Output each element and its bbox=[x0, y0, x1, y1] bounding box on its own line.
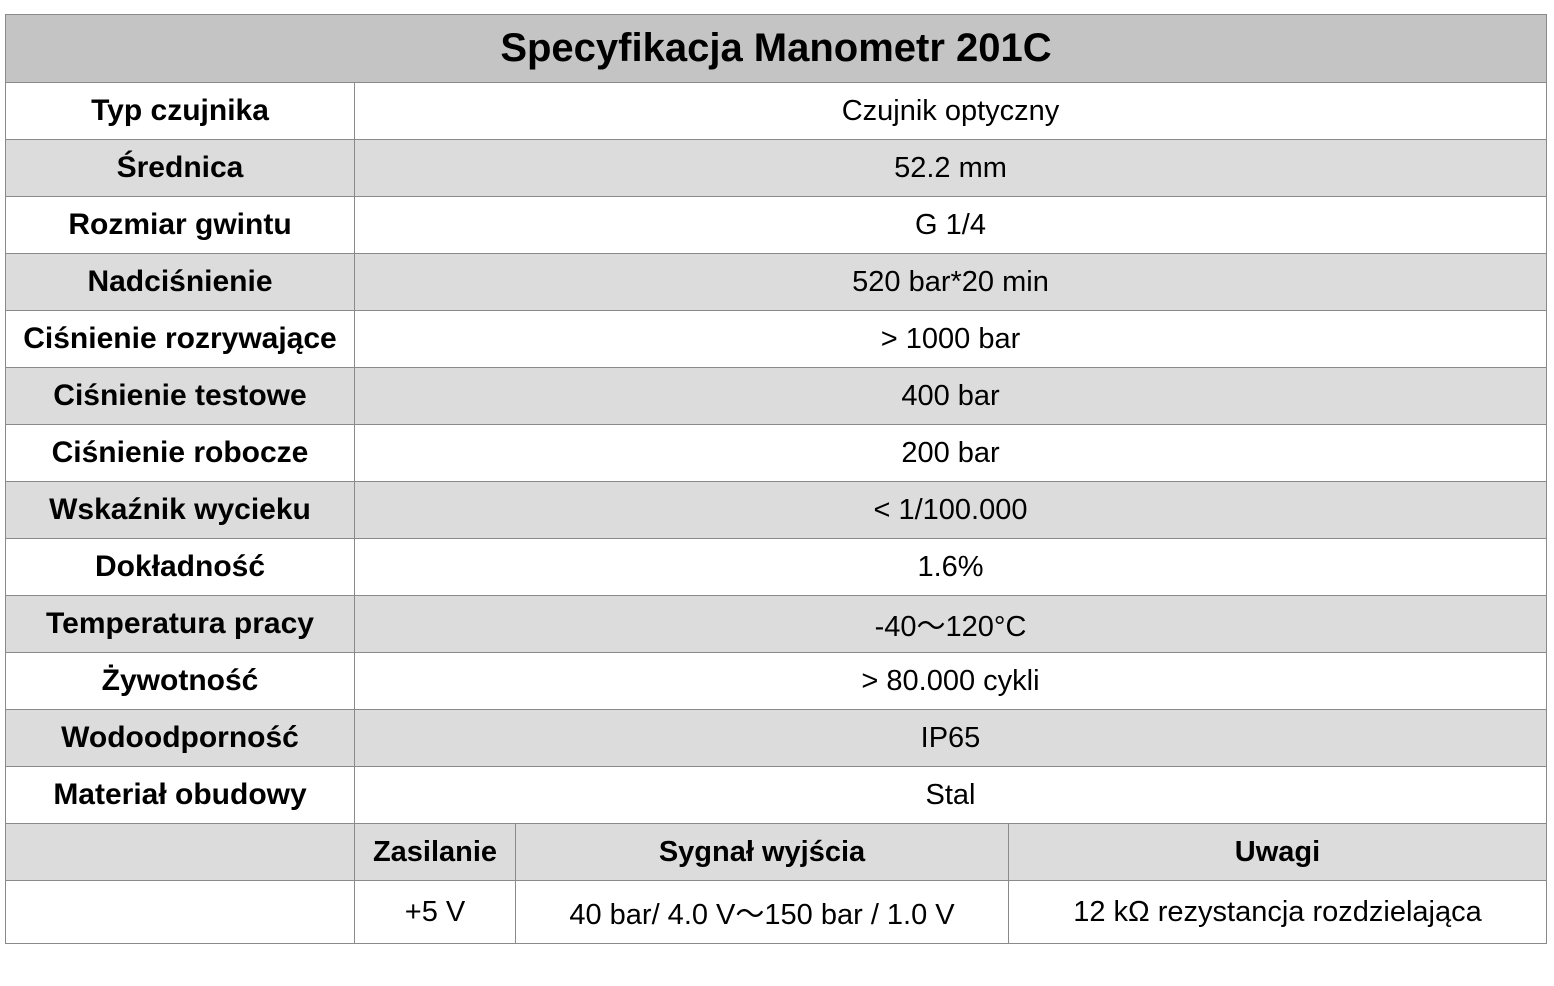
spec-value: > 80.000 cykli bbox=[354, 652, 1547, 710]
empty-cell bbox=[5, 880, 355, 944]
spec-row-burst-pressure: Ciśnienie rozrywające > 1000 bar bbox=[5, 310, 1547, 368]
spec-row-waterproofing: Wodoodporność IP65 bbox=[5, 709, 1547, 767]
spec-row-lifespan: Żywotność > 80.000 cykli bbox=[5, 652, 1547, 710]
power-header: Zasilanie bbox=[354, 823, 516, 881]
spec-row-accuracy: Dokładność 1.6% bbox=[5, 538, 1547, 596]
spec-label: Wskaźnik wycieku bbox=[5, 481, 355, 539]
spec-value: Czujnik optyczny bbox=[354, 82, 1547, 140]
spec-row-thread-size: Rozmiar gwintu G 1/4 bbox=[5, 196, 1547, 254]
spec-value: IP65 bbox=[354, 709, 1547, 767]
spec-row-sensor-type: Typ czujnika Czujnik optyczny bbox=[5, 82, 1547, 140]
title-row: Specyfikacja Manometr 201C bbox=[5, 14, 1547, 83]
output-signal-header: Sygnał wyjścia bbox=[515, 823, 1009, 881]
spec-label: Dokładność bbox=[5, 538, 355, 596]
spec-label: Ciśnienie rozrywające bbox=[5, 310, 355, 368]
spec-label: Materiał obudowy bbox=[5, 766, 355, 824]
spec-row-overpressure: Nadciśnienie 520 bar*20 min bbox=[5, 253, 1547, 311]
spec-value: < 1/100.000 bbox=[354, 481, 1547, 539]
spec-row-test-pressure: Ciśnienie testowe 400 bar bbox=[5, 367, 1547, 425]
spec-value: 1.6% bbox=[354, 538, 1547, 596]
notes-header: Uwagi bbox=[1008, 823, 1547, 881]
table-title: Specyfikacja Manometr 201C bbox=[5, 14, 1547, 83]
spec-row-housing-material: Materiał obudowy Stal bbox=[5, 766, 1547, 824]
spec-value: -40～120°C bbox=[354, 595, 1547, 653]
spec-label: Ciśnienie testowe bbox=[5, 367, 355, 425]
output-signal-value: 40 bar/ 4.0 V～150 bar / 1.0 V bbox=[515, 880, 1009, 944]
spec-label: Ciśnienie robocze bbox=[5, 424, 355, 482]
electrical-header-row: Zasilanie Sygnał wyjścia Uwagi bbox=[5, 823, 1547, 881]
spec-value: Stal bbox=[354, 766, 1547, 824]
spec-value: 200 bar bbox=[354, 424, 1547, 482]
notes-value: 12 kΩ rezystancja rozdzielająca bbox=[1008, 880, 1547, 944]
spec-label: Rozmiar gwintu bbox=[5, 196, 355, 254]
spec-row-working-pressure: Ciśnienie robocze 200 bar bbox=[5, 424, 1547, 482]
spec-row-diameter: Średnica 52.2 mm bbox=[5, 139, 1547, 197]
spec-row-leak-rate: Wskaźnik wycieku < 1/100.000 bbox=[5, 481, 1547, 539]
spec-label: Typ czujnika bbox=[5, 82, 355, 140]
spec-value: 520 bar*20 min bbox=[354, 253, 1547, 311]
spec-label: Żywotność bbox=[5, 652, 355, 710]
spec-label: Wodoodporność bbox=[5, 709, 355, 767]
spec-row-operating-temperature: Temperatura pracy -40～120°C bbox=[5, 595, 1547, 653]
electrical-value-row: +5 V 40 bar/ 4.0 V～150 bar / 1.0 V 12 kΩ… bbox=[5, 880, 1547, 944]
power-value: +5 V bbox=[354, 880, 516, 944]
spec-value: 52.2 mm bbox=[354, 139, 1547, 197]
spec-label: Nadciśnienie bbox=[5, 253, 355, 311]
spec-value: G 1/4 bbox=[354, 196, 1547, 254]
empty-cell bbox=[5, 823, 355, 881]
spec-value: 400 bar bbox=[354, 367, 1547, 425]
spec-label: Średnica bbox=[5, 139, 355, 197]
spec-value: > 1000 bar bbox=[354, 310, 1547, 368]
spec-table: Specyfikacja Manometr 201C Typ czujnika … bbox=[5, 14, 1547, 944]
spec-label: Temperatura pracy bbox=[5, 595, 355, 653]
